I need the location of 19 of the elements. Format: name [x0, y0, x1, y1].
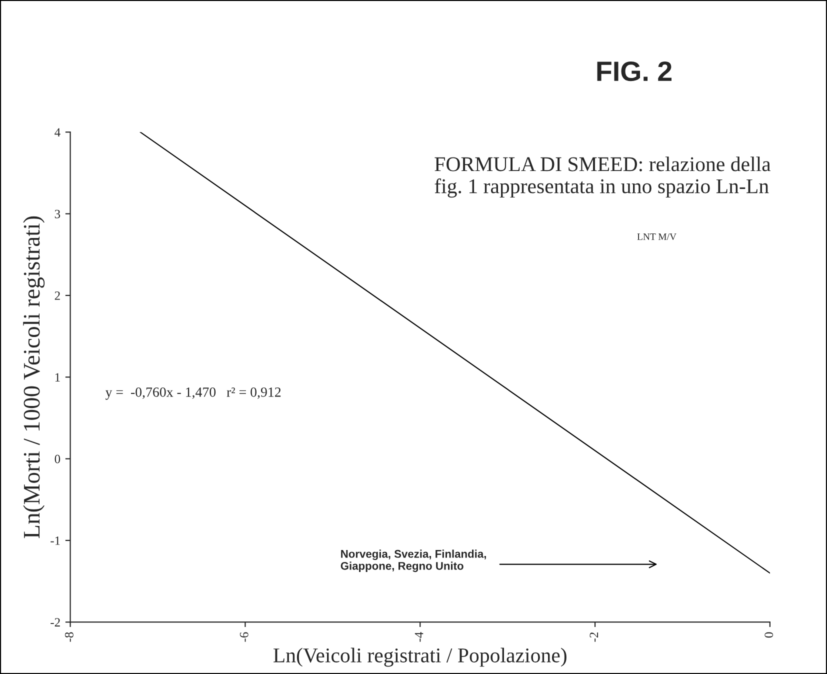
- x-tick-label: 0: [764, 632, 774, 638]
- x-tick-label: -6: [240, 632, 248, 642]
- y-axis-title: Ln(Morti / 1000 Veicoli registrati): [23, 216, 45, 538]
- annotation: LNT M/V: [637, 233, 676, 240]
- y-tick-label: -2: [50, 618, 60, 626]
- y-tick-label: 0: [54, 454, 60, 464]
- x-tick-label: -4: [414, 632, 424, 642]
- y-tick-label: 3: [54, 210, 60, 218]
- x-tick-label: -8: [64, 632, 74, 642]
- y-tick-label: 1: [55, 373, 60, 382]
- x-tick-label: -2: [590, 632, 598, 642]
- y-tick-label: -1: [50, 536, 60, 545]
- y-tick-label: 2: [54, 291, 60, 300]
- text: FORMULA DI SMEED: relazione della fig. 1 rappresentata in uno spazio Ln-Ln: [434, 156, 771, 198]
- chart-title: FIG. 2: [597, 61, 672, 82]
- x-axis-title: Ln(Veicoli registrati / Popolazione): [273, 648, 566, 667]
- annotation: y = -0,760x - 1,470 r² = 0,912: [105, 387, 281, 400]
- annotation: Norvegia, Svezia, Finlandia, Giappone, Regno Unito: [340, 550, 486, 572]
- y-tick-label: 4: [54, 128, 60, 136]
